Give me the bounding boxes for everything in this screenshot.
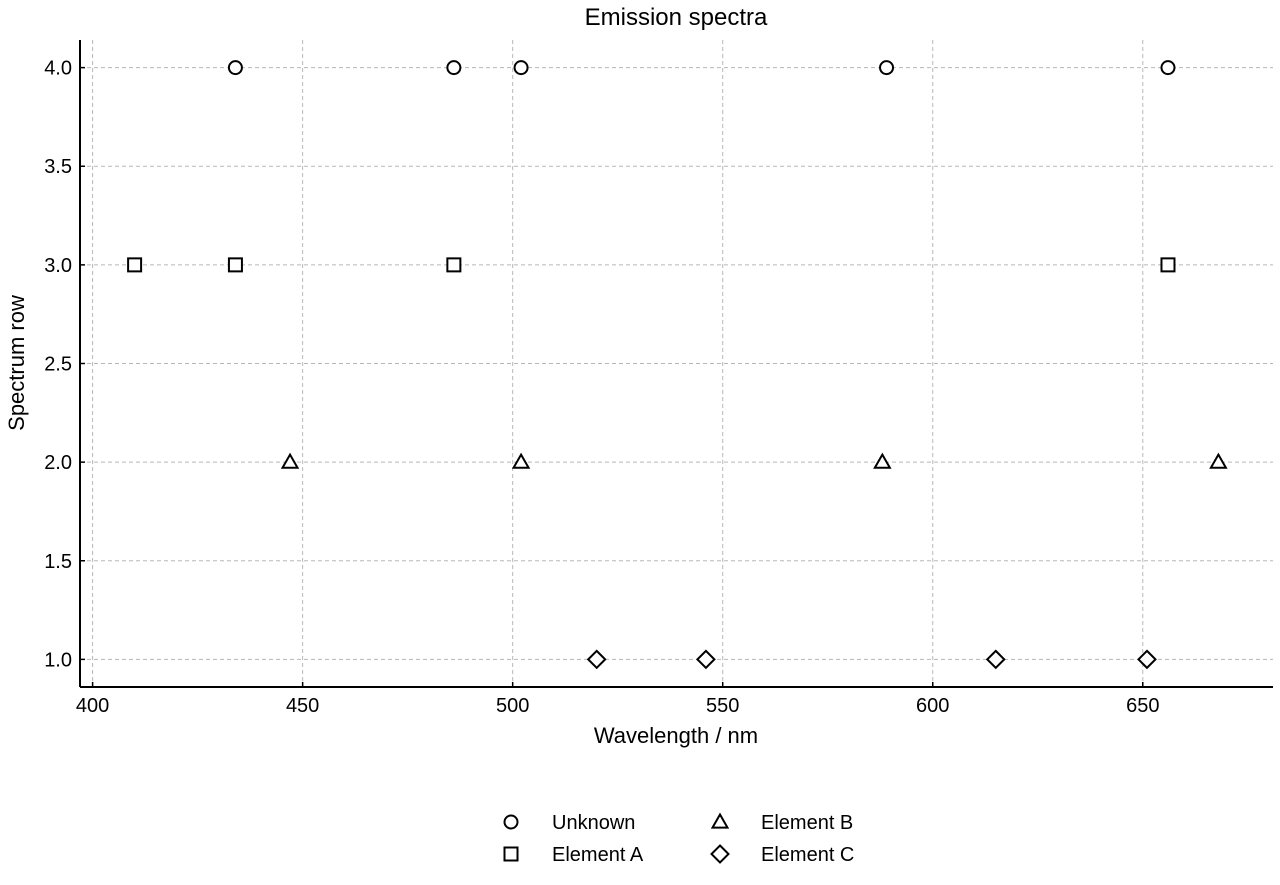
element-c-point	[985, 649, 1006, 670]
unknown-point	[446, 60, 462, 76]
x-tick-label: 400	[76, 695, 109, 717]
legend-item-element-c: Element C	[710, 844, 854, 866]
unknown-point	[227, 60, 243, 76]
element-a-point	[127, 257, 143, 273]
x-tick-label: 500	[496, 695, 529, 717]
legend-label-element-c: Element C	[761, 844, 854, 866]
legend-marker-element-b	[710, 812, 730, 829]
chart-title: Emission spectra	[585, 4, 768, 31]
element-c-point	[1137, 649, 1157, 670]
element-b-point	[1209, 452, 1228, 469]
x-tick-label: 600	[916, 695, 949, 717]
y-axis-title: Spectrum row	[4, 295, 29, 431]
unknown-point	[513, 60, 529, 76]
grid-layer	[80, 40, 1273, 687]
x-axis-title: Wavelength / nm	[594, 723, 758, 748]
x-tick-label: 650	[1126, 695, 1159, 717]
legend: Unknown Element A Element B Element C	[503, 812, 854, 866]
y-tick-label: 3.0	[44, 255, 72, 277]
legend-marker-element-c	[710, 844, 730, 864]
y-tick-label: 1.0	[44, 649, 72, 671]
legend-marker-element-a	[503, 846, 519, 862]
element-c-point	[586, 649, 607, 670]
y-tick-label: 2.0	[44, 452, 72, 474]
element-c-point	[695, 649, 716, 670]
legend-item-element-a: Element A	[503, 844, 644, 866]
unknown-point	[1160, 60, 1176, 76]
element-b-point	[873, 452, 892, 469]
element-a-point	[446, 257, 462, 273]
legend-label-element-b: Element B	[761, 812, 853, 834]
legend-label-element-a: Element A	[552, 844, 644, 866]
axes-layer: 400 450 500 550 600 650 1.0 1.5 2.0 2.5 3.0 3.5 4.0	[44, 40, 1273, 717]
x-tick-label: 550	[706, 695, 739, 717]
unknown-point	[879, 60, 895, 76]
y-tick-label: 3.5	[44, 156, 72, 178]
legend-item-unknown: Unknown	[503, 812, 635, 834]
element-a-point	[227, 257, 243, 273]
y-tick-label: 4.0	[44, 58, 72, 80]
element-a-point	[1160, 257, 1176, 273]
element-b-point	[280, 452, 300, 469]
y-tick-label: 2.5	[44, 354, 72, 376]
y-tick-label: 1.5	[44, 551, 72, 573]
marks-layer	[127, 60, 1228, 670]
legend-label-unknown: Unknown	[552, 812, 635, 834]
element-b-point	[511, 452, 531, 469]
legend-marker-unknown	[503, 814, 519, 830]
legend-item-element-b: Element B	[710, 812, 853, 834]
x-tick-label: 450	[286, 695, 319, 717]
